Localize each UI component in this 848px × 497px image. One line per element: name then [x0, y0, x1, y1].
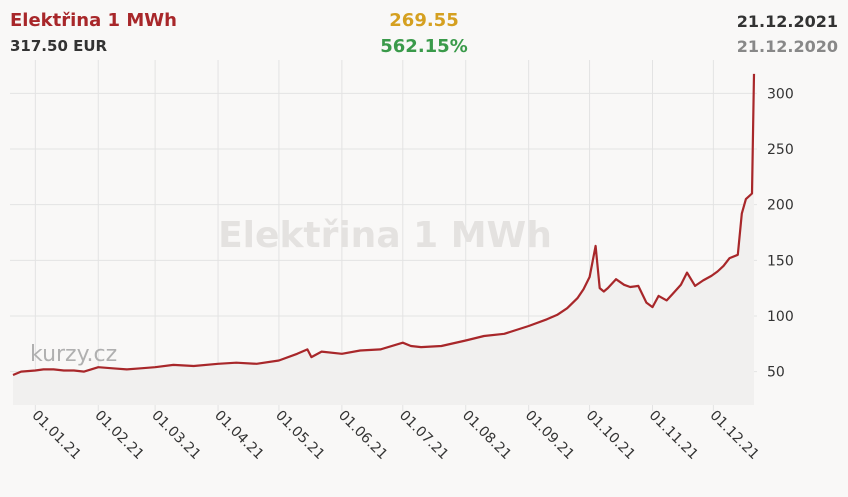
y-tick-label: 200	[767, 198, 794, 214]
kurzy-logo: kurzy.cz	[30, 342, 117, 367]
x-tick-label: 01.07.21	[396, 408, 451, 463]
x-tick-label: 01.01.21	[29, 408, 84, 463]
x-tick-label: 01.03.21	[148, 408, 203, 463]
x-tick-label: 01.11.21	[646, 408, 701, 463]
x-tick-label: 01.09.21	[522, 408, 577, 463]
percent-change: 562.15%	[380, 36, 468, 57]
y-tick-label: 250	[767, 142, 794, 158]
chart-area-fill	[13, 73, 754, 406]
x-tick-label: 01.12.21	[707, 408, 762, 463]
current-price: 317.50 EUR	[10, 37, 108, 55]
chart-watermark: Elektřina 1 MWh	[218, 215, 552, 256]
x-axis-labels: 01.01.21 01.02.21 01.03.21 01.04.21 01.05.21…	[29, 408, 762, 463]
x-tick-label: 01.05.21	[272, 408, 327, 463]
y-tick-label: 300	[767, 86, 794, 102]
start-date: 21.12.2020	[736, 37, 838, 56]
end-date: 21.12.2021	[736, 12, 838, 31]
y-axis-labels: 50 100 150 200 250 300	[767, 86, 794, 380]
y-tick-label: 100	[767, 309, 794, 325]
y-tick-label: 50	[767, 365, 785, 381]
x-tick-label: 01.08.21	[459, 408, 514, 463]
y-tick-label: 150	[767, 253, 794, 269]
x-tick-label: 01.06.21	[335, 408, 390, 463]
x-tick-label: 01.04.21	[211, 408, 266, 463]
x-tick-label: 01.02.21	[91, 408, 146, 463]
x-tick-label: 01.10.21	[583, 408, 638, 463]
chart-title: Elektřina 1 MWh	[10, 10, 177, 31]
price-series-line	[12, 73, 756, 377]
absolute-change: 269.55	[389, 10, 459, 31]
